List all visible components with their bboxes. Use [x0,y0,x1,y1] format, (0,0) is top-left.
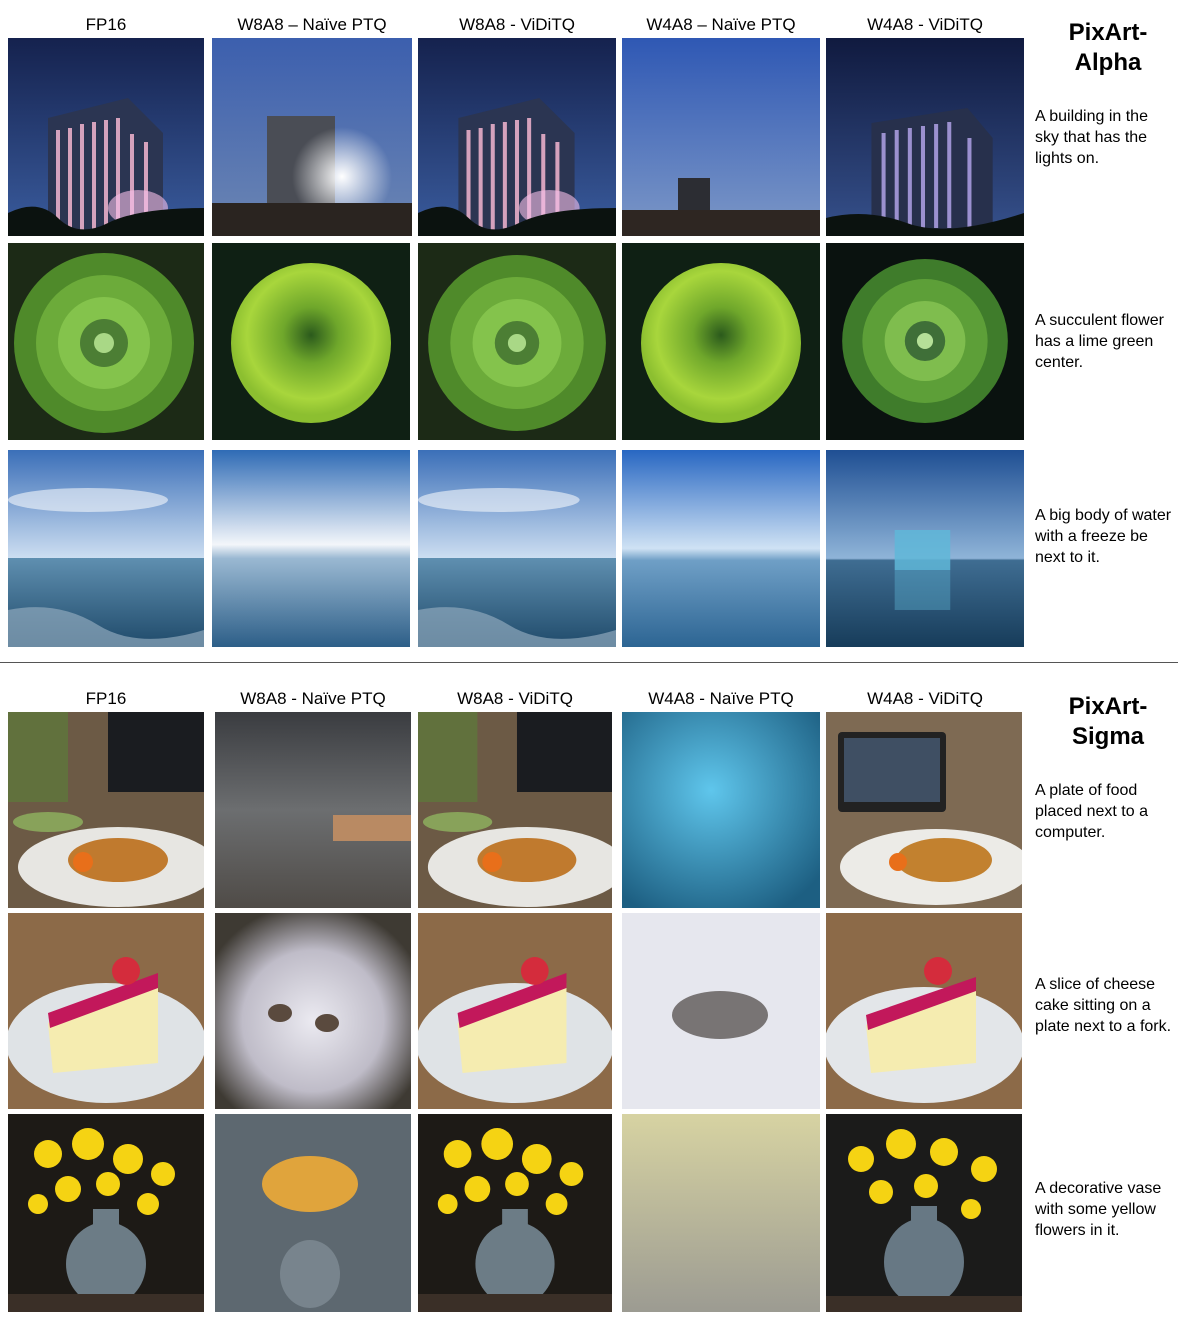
column-header-w4a8-naive: W4A8 – Naïve PTQ [646,15,796,34]
model-title-line2: Alpha [1074,49,1142,76]
prompt-caption-1: A building in the sky that has the light… [1035,108,1148,167]
pixart-alpha-section: FP16 W8A8 – Naïve PTQ W8A8 - ViDiTQ W4A8… [0,0,1178,660]
image-cake-w4a8-naive [622,913,820,1109]
image-vase-w8a8-naive [215,1114,411,1312]
image-vase-w8a8-viditq [418,1114,612,1312]
prompt-caption-2: A succulent flower has a lime green cent… [1035,312,1164,371]
image-succulent-w8a8-viditq [418,243,616,440]
model-title-line1: PixArt- [1068,19,1148,46]
image-water-w8a8-viditq [418,450,616,647]
image-vase-fp16 [8,1114,204,1312]
image-succulent-w4a8-viditq [826,243,1024,440]
image-food-w8a8-viditq [418,712,612,908]
column-header-fp16: FP16 [85,689,127,708]
image-succulent-w8a8-naive [212,243,410,440]
column-header-w8a8-viditq: W8A8 - ViDiTQ [459,15,575,34]
image-food-fp16 [8,712,204,908]
image-vase-w4a8-naive [622,1114,820,1312]
pixart-sigma-section: FP16 W8A8 - Naïve PTQ W8A8 - ViDiTQ W4A8… [0,672,1178,1342]
image-water-fp16 [8,450,204,647]
image-building-w4a8-naive [622,38,820,236]
image-water-w8a8-naive [212,450,410,647]
column-header-w4a8-viditq: W4A8 - ViDiTQ [867,15,983,34]
column-header-w8a8-naive: W8A8 – Naïve PTQ [237,15,387,34]
image-food-w4a8-naive [622,712,820,908]
column-header-w4a8-naive: W4A8 - Naïve PTQ [648,689,794,708]
column-header-fp16: FP16 [85,15,127,34]
image-cake-fp16 [8,913,204,1109]
image-water-w4a8-viditq [826,450,1024,647]
image-food-w8a8-naive [215,712,411,908]
column-header-w8a8-viditq: W8A8 - ViDiTQ [457,689,573,708]
model-title: PixArt- Alpha [1033,18,1178,78]
image-cake-w8a8-naive [215,913,411,1109]
image-building-w4a8-viditq [826,38,1024,236]
column-header-w4a8-viditq: W4A8 - ViDiTQ [867,689,983,708]
prompt-caption-3: A decorative vase with some yellow flowe… [1035,1180,1162,1239]
image-building-fp16 [8,38,204,236]
image-building-w8a8-viditq [418,38,616,236]
column-header-w8a8-naive: W8A8 - Naïve PTQ [240,689,386,708]
image-water-w4a8-naive [622,450,820,647]
image-succulent-fp16 [8,243,204,440]
image-vase-w4a8-viditq [826,1114,1022,1312]
image-food-w4a8-viditq [826,712,1022,908]
image-succulent-w4a8-naive [622,243,820,440]
model-title: PixArt- Sigma [1033,692,1178,752]
model-title-line1: PixArt- [1068,693,1148,720]
prompt-caption-1: A plate of food placed next to a compute… [1035,782,1148,841]
section-divider [0,662,1178,663]
prompt-caption-3: A big body of water with a freeze be nex… [1035,507,1172,566]
image-cake-w4a8-viditq [826,913,1022,1109]
model-title-line2: Sigma [1071,723,1145,750]
prompt-caption-2: A slice of cheese cake sitting on a plat… [1035,976,1172,1035]
image-cake-w8a8-viditq [418,913,612,1109]
image-building-w8a8-naive [212,38,412,236]
